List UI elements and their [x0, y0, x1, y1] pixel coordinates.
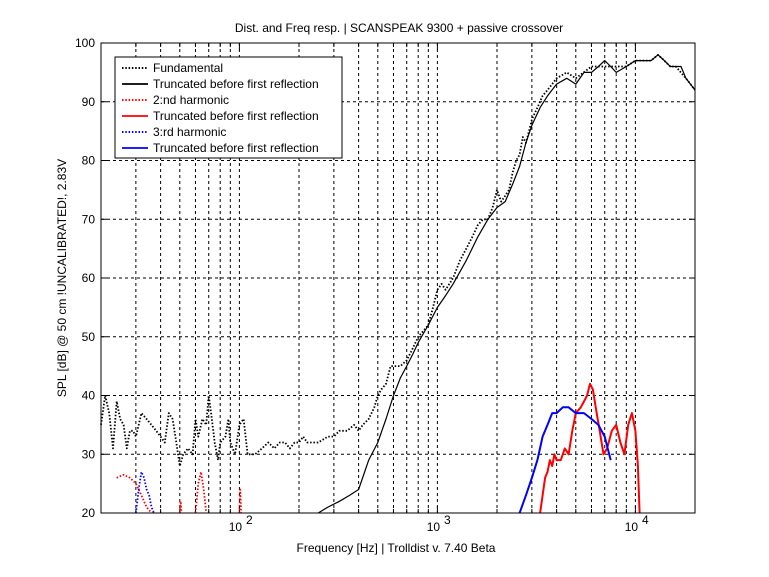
y-tick-label: 90 — [82, 95, 96, 109]
y-tick-label: 100 — [75, 36, 95, 50]
series-line-3 — [178, 500, 183, 514]
series-line-3 — [238, 488, 242, 514]
x-tick-exponent: 3 — [444, 513, 451, 527]
y-tick-label: 30 — [82, 447, 96, 461]
legend-entry-label: Truncated before first reflection — [153, 141, 319, 155]
x-tick-label: 10 — [625, 520, 639, 534]
series-line-3 — [194, 471, 208, 514]
plot-frame — [100, 42, 696, 514]
series-line-6 — [518, 406, 612, 514]
x-tick-exponent: 2 — [246, 513, 253, 527]
series-line-2 — [317, 54, 696, 514]
legend: Fundamental Truncated before first reflec… — [114, 56, 343, 159]
series-line-4 — [539, 382, 641, 514]
x-tick-label: 10 — [229, 520, 243, 534]
x-tick-exponent: 4 — [642, 513, 649, 527]
series-group — [100, 53, 696, 514]
y-tick-label: 50 — [82, 330, 96, 344]
y-tick-label: 40 — [82, 389, 96, 403]
x-axis-label: Frequency [Hz] | Trolldist v. 7.40 Beta — [297, 541, 496, 555]
series-line-5 — [135, 471, 155, 514]
legend-entry-label: 2:nd harmonic — [153, 93, 229, 107]
x-tick-label: 10 — [427, 520, 441, 534]
series-line-3 — [116, 473, 153, 514]
y-tick-label: 20 — [82, 506, 96, 520]
legend-box — [114, 56, 343, 159]
legend-entry-label: 3:rd harmonic — [153, 125, 226, 139]
legend-entry-label: Fundamental — [153, 61, 223, 75]
series-line-1 — [100, 53, 696, 467]
y-axis-label: SPL [dB] @ 50 cm !UNCALIBRATED!, 2.83V — [55, 159, 69, 397]
chart-title: Dist. and Freq resp. | SCANSPEAK 9300 + … — [235, 21, 563, 35]
y-tick-label: 60 — [82, 271, 96, 285]
legend-entry-label: Truncated before first reflection — [153, 109, 319, 123]
y-tick-label: 70 — [82, 212, 96, 226]
legend-entry-label: Truncated before first reflection — [153, 77, 319, 91]
y-tick-label: 80 — [82, 154, 96, 168]
